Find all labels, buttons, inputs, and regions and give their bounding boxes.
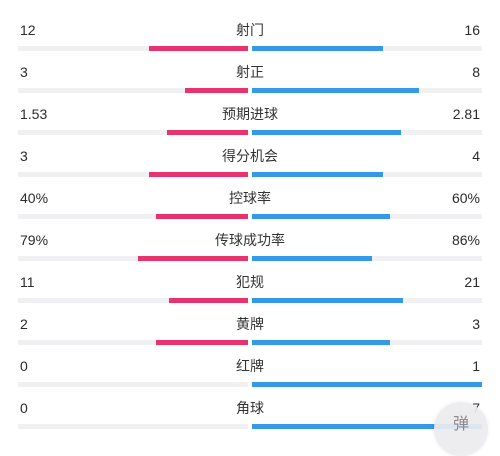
stat-label: 红牌 bbox=[236, 358, 264, 374]
away-bar bbox=[252, 256, 372, 261]
home-bar-track bbox=[18, 340, 248, 345]
stat-label: 控球率 bbox=[229, 190, 271, 206]
home-value: 40% bbox=[20, 190, 49, 206]
stat-row: 3 射正 8 bbox=[0, 63, 500, 103]
home-value: 1.53 bbox=[20, 106, 48, 122]
away-bar bbox=[252, 424, 482, 429]
stat-row: 1.53 预期进球 2.81 bbox=[0, 105, 500, 145]
away-bar bbox=[252, 214, 390, 219]
away-bar-track bbox=[252, 382, 482, 387]
stat-label: 黄牌 bbox=[236, 316, 264, 332]
home-bar bbox=[149, 172, 248, 177]
stat-label: 射门 bbox=[236, 22, 264, 38]
away-bar bbox=[252, 130, 401, 135]
home-bar bbox=[169, 298, 248, 303]
away-bar bbox=[252, 382, 482, 387]
away-value: 16 bbox=[464, 22, 480, 38]
stat-label: 预期进球 bbox=[222, 106, 278, 122]
away-value: 3 bbox=[472, 316, 480, 332]
away-bar-track bbox=[252, 46, 482, 51]
stat-label: 犯规 bbox=[236, 274, 264, 290]
watermark-badge: 弹 bbox=[434, 402, 488, 456]
home-bar bbox=[138, 256, 248, 261]
away-bar-track bbox=[252, 424, 482, 429]
home-bar bbox=[156, 340, 248, 345]
stat-row: 2 黄牌 3 bbox=[0, 315, 500, 355]
stat-label: 传球成功率 bbox=[215, 232, 285, 248]
home-bar-track bbox=[18, 172, 248, 177]
home-value: 11 bbox=[20, 274, 35, 290]
home-value: 2 bbox=[20, 316, 28, 332]
away-bar bbox=[252, 46, 383, 51]
home-bar-track bbox=[18, 424, 248, 429]
away-value: 21 bbox=[464, 274, 480, 290]
home-bar bbox=[185, 88, 248, 93]
home-bar bbox=[156, 214, 248, 219]
away-bar bbox=[252, 172, 383, 177]
home-bar-track bbox=[18, 382, 248, 387]
home-bar bbox=[149, 46, 248, 51]
stat-row: 79% 传球成功率 86% bbox=[0, 231, 500, 271]
home-value: 3 bbox=[20, 64, 28, 80]
home-value: 3 bbox=[20, 148, 28, 164]
away-bar bbox=[252, 298, 403, 303]
away-bar-track bbox=[252, 298, 482, 303]
away-bar-track bbox=[252, 130, 482, 135]
home-bar-track bbox=[18, 88, 248, 93]
home-bar-track bbox=[18, 130, 248, 135]
stat-row: 3 得分机会 4 bbox=[0, 147, 500, 187]
away-bar-track bbox=[252, 88, 482, 93]
home-bar bbox=[167, 130, 248, 135]
stat-row: 0角球7 bbox=[0, 399, 500, 439]
away-bar bbox=[252, 340, 390, 345]
home-value: 12 bbox=[20, 22, 36, 38]
away-value: 1 bbox=[472, 358, 480, 374]
stat-row: 40% 控球率 60% bbox=[0, 189, 500, 229]
stat-row: 11 犯规 21 bbox=[0, 273, 500, 313]
away-bar bbox=[252, 88, 419, 93]
away-bar-track bbox=[252, 214, 482, 219]
home-bar-track bbox=[18, 256, 248, 261]
match-stats-panel: 12 射门 16 3 射正 8 1.53 预期进球 2.81 3 得分机会 4 40% 控球率 60% 79%… bbox=[0, 21, 500, 439]
stat-label: 得分机会 bbox=[222, 148, 278, 164]
away-value: 2.81 bbox=[452, 106, 480, 122]
stat-label: 射正 bbox=[236, 64, 264, 80]
away-bar-track bbox=[252, 340, 482, 345]
away-value: 86% bbox=[451, 232, 480, 248]
home-value: 0 bbox=[20, 400, 28, 416]
home-value: 79% bbox=[20, 232, 49, 248]
away-value: 60% bbox=[451, 190, 480, 206]
watermark-text: 弹 bbox=[452, 414, 469, 433]
home-bar-track bbox=[18, 46, 248, 51]
away-bar-track bbox=[252, 256, 482, 261]
stat-label: 角球 bbox=[236, 400, 264, 416]
away-bar-track bbox=[252, 172, 482, 177]
stat-row: 0 红牌 1 bbox=[0, 357, 500, 397]
home-bar-track bbox=[18, 298, 248, 303]
home-value: 0 bbox=[20, 358, 28, 374]
away-value: 4 bbox=[472, 148, 480, 164]
away-value: 8 bbox=[472, 64, 480, 80]
home-bar-track bbox=[18, 214, 248, 219]
stat-row: 12 射门 16 bbox=[0, 21, 500, 61]
